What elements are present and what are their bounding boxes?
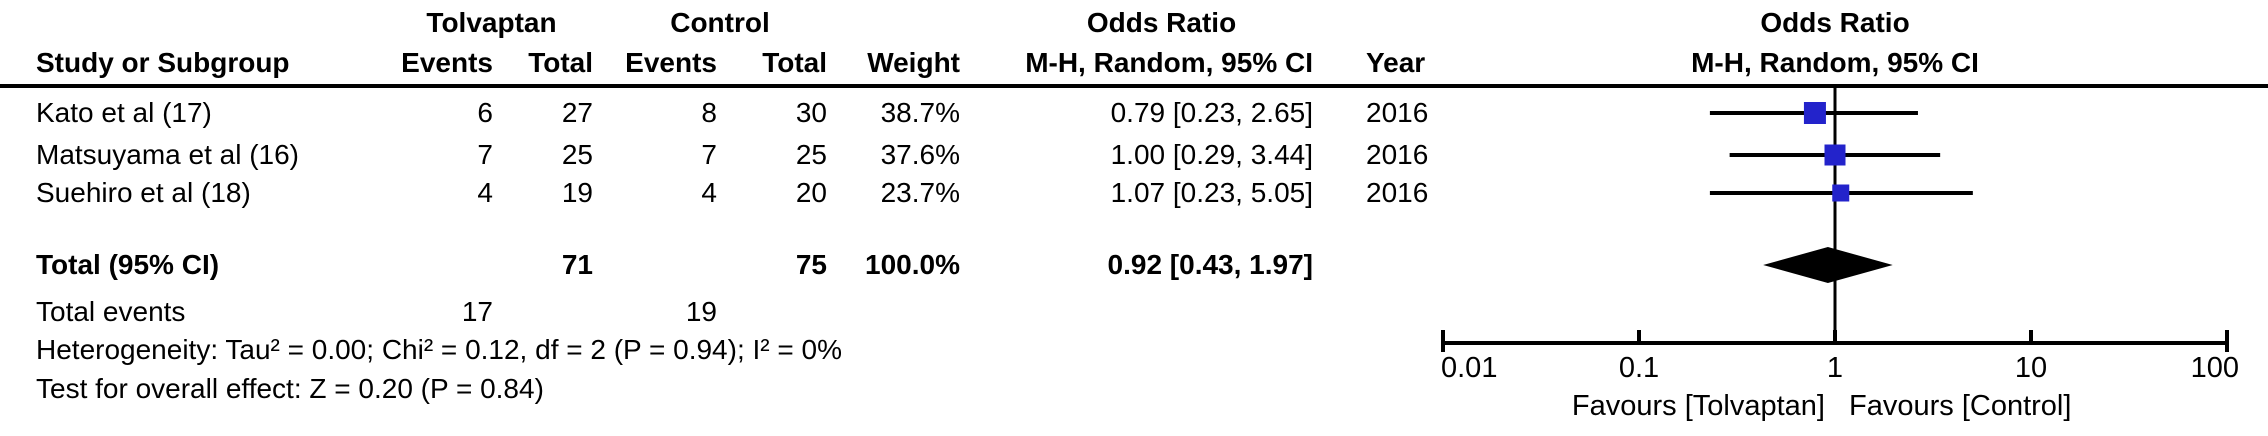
weight-value: 23.7% [880, 177, 960, 208]
or-ci-value: 1.07 [0.23, 5.05] [1110, 177, 1313, 208]
weight-value: 38.7% [880, 97, 960, 128]
axis-tick-label: 100 [2191, 352, 2239, 384]
total-label: Total (95% CI) [36, 249, 220, 280]
total-control-total: 75 [795, 249, 827, 280]
tolvaptan-events: 4 [477, 177, 493, 208]
forest-plot-canvas: 0.01 0.1 1 10 100 Favours [Tolvaptan] Favours … [1441, 88, 2239, 422]
group-header-row: Tolvaptan Control Odds Ratio Odds Ratio [0, 6, 1909, 40]
col-header-year: Year [1366, 47, 1426, 78]
total-row: Total (95% CI) 71 75 100.0% 0.92 [0.43, … [0, 248, 1450, 282]
odds-ratio-plot-header: Odds Ratio [1760, 7, 1910, 38]
col-header-tolvaptan-events: Events [401, 47, 493, 78]
study-name: Kato et al (17) [36, 97, 212, 128]
study-or-square [1824, 144, 1846, 166]
or-ci-value: 0.79 [0.23, 2.65] [1110, 97, 1313, 128]
study-or-square [1832, 184, 1850, 202]
year-value: 2016 [1366, 177, 1429, 208]
col-header-mh-ci: M-H, Random, 95% CI [1025, 47, 1313, 78]
total-weight: 100.0% [865, 249, 960, 280]
tolvaptan-total: 27 [561, 97, 593, 128]
or-ci-value: 1.00 [0.29, 3.44] [1110, 139, 1313, 170]
study-name: Matsuyama et al (16) [36, 139, 299, 170]
plot-header-mh-ci: M-H, Random, 95% CI [1691, 47, 1979, 78]
year-value: 2016 [1366, 97, 1429, 128]
control-total: 25 [795, 139, 827, 170]
total-events-tolvaptan: 17 [461, 296, 493, 327]
control-group-header: Control [670, 7, 770, 38]
overall-effect-text: Test for overall effect: Z = 0.20 (P = 0… [36, 373, 544, 404]
total-tolvaptan-total: 71 [561, 249, 593, 280]
total-events-row: Total events 17 19 [0, 295, 1450, 329]
total-events-control: 19 [685, 296, 717, 327]
control-events: 8 [701, 97, 717, 128]
control-total: 30 [795, 97, 827, 128]
col-header-study: Study or Subgroup [36, 47, 290, 78]
tolvaptan-group-header: Tolvaptan [426, 7, 557, 38]
header-rule [0, 84, 2268, 88]
odds-ratio-table-header: Odds Ratio [1086, 7, 1237, 38]
axis-tick-label: 1 [1827, 352, 1843, 384]
study-row: Matsuyama et al (16) 7 25 7 25 37.6% 1.0… [0, 138, 1450, 172]
axis-tick-label: 0.1 [1619, 352, 1659, 384]
year-value: 2016 [1366, 139, 1429, 170]
study-name: Suehiro et al (18) [36, 177, 251, 208]
col-header-weight: Weight [867, 47, 960, 78]
control-events: 4 [701, 177, 717, 208]
tolvaptan-total: 25 [561, 139, 593, 170]
axis-tick-label: 0.01 [1441, 352, 1497, 384]
col-header-control-events: Events [625, 47, 717, 78]
control-total: 20 [795, 177, 827, 208]
column-header-row: Study or Subgroup Events Total Events To… [0, 46, 2268, 80]
axis-tick-label: 10 [2015, 352, 2047, 384]
col-header-tolvaptan-total: Total [528, 47, 593, 78]
study-row: Kato et al (17) 6 27 8 30 38.7% 0.79 [0.… [0, 96, 1450, 130]
total-diamond [1763, 247, 1893, 283]
col-header-control-total: Total [762, 47, 827, 78]
total-or-ci: 0.92 [0.43, 1.97] [1107, 249, 1313, 280]
heterogeneity-text: Heterogeneity: Tau² = 0.00; Chi² = 0.12,… [36, 334, 842, 365]
study-row: Suehiro et al (18) 4 19 4 20 23.7% 1.07 … [0, 176, 1450, 210]
favours-left-label: Favours [Tolvaptan] [1572, 390, 1825, 422]
tolvaptan-total: 19 [561, 177, 593, 208]
study-or-square [1803, 102, 1826, 124]
total-events-label: Total events [36, 296, 186, 327]
weight-value: 37.6% [880, 139, 960, 170]
control-events: 7 [701, 139, 717, 170]
favours-right-label: Favours [Control] [1849, 390, 2071, 422]
tolvaptan-events: 6 [477, 97, 493, 128]
tolvaptan-events: 7 [477, 139, 493, 170]
